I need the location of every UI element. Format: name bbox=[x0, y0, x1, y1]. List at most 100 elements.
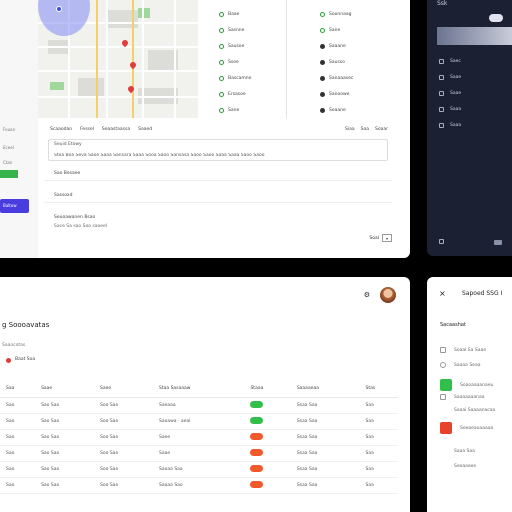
status-cell bbox=[244, 397, 291, 414]
table-cell: Saa bbox=[359, 397, 398, 414]
alert-icon bbox=[440, 422, 452, 434]
list-item[interactable]: Ersasoe bbox=[219, 86, 289, 102]
list-item[interactable]: Sane bbox=[219, 102, 289, 118]
nav-item[interactable]: Saaa bbox=[439, 107, 461, 112]
tab[interactable]: Fessel bbox=[80, 126, 94, 132]
avatar[interactable] bbox=[380, 287, 396, 303]
toggle[interactable] bbox=[489, 14, 503, 22]
tab[interactable]: Scaaodan bbox=[50, 126, 73, 132]
top-right-panel: Ssk Saec Saae Saae Saaa Saaa bbox=[427, 0, 512, 256]
column-header[interactable]: Staaa bbox=[244, 381, 291, 398]
table-cell: Ssaa Saa bbox=[290, 397, 360, 414]
nav-item[interactable]: Saae bbox=[439, 75, 461, 80]
table-cell: Saa bbox=[359, 413, 398, 430]
nav-item[interactable]: Saaa bbox=[439, 123, 461, 128]
section-header[interactable]: Sassoxd bbox=[44, 189, 392, 203]
list-item[interactable]: Ssee bbox=[219, 54, 289, 70]
status-cell bbox=[244, 461, 291, 478]
text-field[interactable]: Seuid Etowy Stoa Boa Seva Saoe Saaa Sans… bbox=[48, 139, 388, 161]
status-icon bbox=[440, 379, 452, 391]
chat-icon[interactable] bbox=[439, 239, 444, 244]
check-icon bbox=[219, 107, 224, 113]
section-header[interactable]: Sao Besaee bbox=[44, 167, 392, 181]
settings-icon[interactable]: ⚙ bbox=[363, 291, 370, 299]
list-item[interactable]: Sanoowe bbox=[320, 86, 390, 102]
table-cell: Sao Sao bbox=[35, 429, 95, 446]
table-cell: Sao bbox=[0, 477, 36, 494]
list-item[interactable]: Sausoe bbox=[219, 38, 289, 54]
table-row[interactable]: Sao Sao Sao Soo Sao Saoawa · aeal Ssaa Saa Sa… bbox=[0, 413, 398, 430]
column-header[interactable]: Saaaaeaa bbox=[290, 381, 360, 398]
table-cell: Sao Sao bbox=[35, 397, 95, 414]
status-pill bbox=[250, 400, 264, 408]
column-header[interactable]: Saae bbox=[35, 381, 95, 398]
column-header[interactable]: Saa bbox=[0, 381, 36, 398]
list-item[interactable]: Seaane bbox=[320, 102, 390, 118]
table-row[interactable]: Sao Sao Sao Soo Sao Saaaa Sao Ssaa Saa Saa bbox=[0, 477, 398, 494]
list-item[interactable]: Sane bbox=[320, 22, 390, 38]
list-item[interactable]: Sasnne bbox=[219, 22, 289, 38]
detail-form: Scaaodan Fessel Seaastaassa Saaed Siaa S… bbox=[44, 122, 392, 252]
map[interactable] bbox=[38, 0, 198, 118]
check-icon bbox=[219, 27, 224, 33]
filter-label[interactable]: Baat Soa bbox=[15, 357, 36, 362]
table-cell: Saaaa Sao bbox=[153, 477, 245, 494]
check-icon bbox=[320, 75, 325, 81]
table-cell: Saoawa · aeal bbox=[153, 413, 245, 430]
list-item[interactable]: Saaaaaaanaa bbox=[440, 394, 485, 400]
strip-label: Ctan bbox=[3, 160, 13, 165]
left-strip: Fouan Eceel Ctan Baltow bbox=[0, 0, 38, 258]
list-item[interactable]: Soaal Sa Saae bbox=[440, 347, 486, 353]
settings-icon[interactable] bbox=[494, 240, 502, 245]
list-item[interactable]: Seoaaaee bbox=[454, 464, 477, 469]
section-header: Seuoawanen Bsao bbox=[54, 215, 96, 220]
list-item[interactable]: Soonnaag bbox=[320, 6, 390, 22]
list-item[interactable]: Sausso bbox=[320, 54, 390, 70]
map-pin-icon[interactable] bbox=[128, 60, 138, 70]
list-item[interactable]: Saaane bbox=[320, 38, 390, 54]
tab[interactable]: Soaar bbox=[375, 126, 388, 132]
table-cell: Sao Sao bbox=[35, 413, 95, 430]
tab[interactable]: Saa bbox=[360, 126, 370, 132]
table-cell: Sao Sao bbox=[35, 445, 95, 462]
tab[interactable]: Siaa bbox=[345, 126, 355, 132]
close-icon[interactable]: × bbox=[439, 289, 446, 298]
list-item[interactable]: Bascamne bbox=[219, 70, 289, 86]
list-item[interactable]: Seeaeaoaaaaa bbox=[440, 422, 493, 434]
table-row[interactable]: Sao Sao Sao Soo Sao Saee Ssaa Saa Saa bbox=[0, 429, 398, 446]
table-cell: Soo Sao bbox=[94, 477, 153, 494]
current-location-icon bbox=[56, 6, 62, 12]
check-icon bbox=[219, 91, 224, 97]
check-icon bbox=[320, 59, 325, 65]
table-cell: Sao Sao bbox=[35, 477, 95, 494]
list-item[interactable]: Saaai Saaaanacaa bbox=[454, 408, 496, 413]
nav-icon bbox=[439, 107, 444, 112]
chevron-down-icon[interactable]: ▾ bbox=[382, 234, 392, 242]
table-row[interactable]: Sao Sao Sao Soo Sao Saeaaa Ssaa Saa Saa bbox=[0, 397, 398, 414]
column-header[interactable]: Staa Sasaaaw bbox=[153, 381, 245, 398]
strip-button[interactable]: Baltow bbox=[0, 199, 29, 213]
table-cell: Saeaaa bbox=[153, 397, 245, 414]
list-item[interactable]: Saaa Saa bbox=[454, 449, 475, 454]
list-item[interactable]: Soaoaaaanaeu bbox=[440, 379, 493, 391]
tab[interactable]: Seaastaassa bbox=[101, 126, 131, 132]
column-header[interactable]: Saee bbox=[94, 381, 153, 398]
list-item[interactable]: Saaaa Seaa bbox=[440, 362, 480, 368]
tab[interactable]: Saaed bbox=[138, 126, 153, 132]
table-row[interactable]: Sao Sao Sao Soo Sao Saae Ssaa Saa Saa bbox=[0, 445, 398, 462]
select[interactable]: Soal ▾ bbox=[369, 234, 392, 242]
table-cell: Ssaa Saa bbox=[290, 461, 360, 478]
nav-icon bbox=[439, 91, 444, 96]
list-item[interactable]: Baae bbox=[219, 6, 289, 22]
select-label: Soal bbox=[369, 235, 379, 241]
nav-item[interactable]: Saae bbox=[439, 91, 461, 96]
list-item[interactable]: Sanaaasec bbox=[320, 70, 390, 86]
status-pill bbox=[250, 416, 264, 424]
table-cell: Sao bbox=[0, 445, 36, 462]
table-cell: Sao bbox=[0, 413, 36, 430]
nav-item[interactable]: Saec bbox=[439, 59, 461, 64]
column-header[interactable]: Stas bbox=[359, 381, 398, 398]
table-row[interactable]: Sao Sao Sao Soo Sao Saoaa Saa Ssaa Saa Saa bbox=[0, 461, 398, 478]
table-cell: Ssaa Saa bbox=[290, 429, 360, 446]
check-icon bbox=[320, 11, 325, 17]
